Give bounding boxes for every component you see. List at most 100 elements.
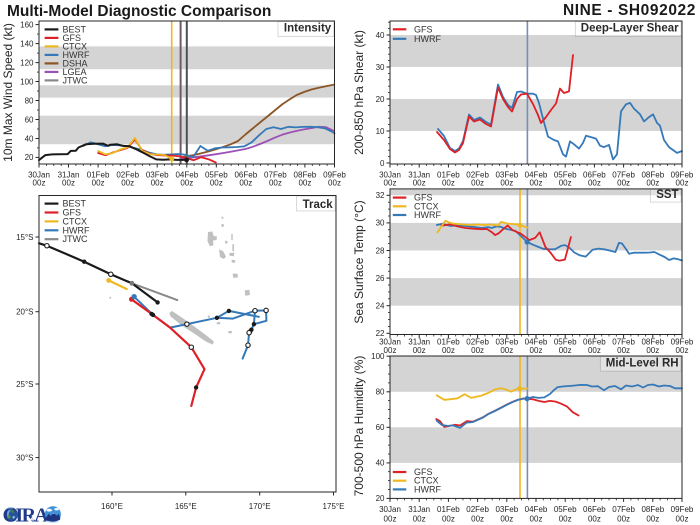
svg-text:80: 80 — [376, 388, 385, 397]
svg-text:05Feb: 05Feb — [554, 170, 577, 179]
svg-text:32: 32 — [376, 191, 385, 200]
svg-text:09Feb: 09Feb — [671, 170, 694, 179]
svg-text:00z: 00z — [559, 514, 572, 523]
svg-text:JTWC: JTWC — [63, 234, 88, 244]
svg-text:60: 60 — [25, 115, 34, 124]
svg-text:00z: 00z — [210, 179, 223, 188]
svg-text:00z: 00z — [33, 179, 46, 188]
svg-text:JTWC: JTWC — [63, 75, 88, 85]
svg-text:03Feb: 03Feb — [146, 170, 169, 179]
svg-text:30Jan: 30Jan — [379, 505, 401, 514]
svg-text:40: 40 — [376, 31, 385, 40]
svg-text:00z: 00z — [413, 514, 426, 523]
svg-text:07Feb: 07Feb — [612, 170, 635, 179]
svg-text:07Feb: 07Feb — [264, 170, 287, 179]
svg-text:120: 120 — [20, 58, 34, 67]
svg-text:HWRF: HWRF — [414, 484, 441, 494]
svg-text:09Feb: 09Feb — [323, 170, 346, 179]
svg-text:20: 20 — [376, 95, 385, 104]
svg-text:100: 100 — [20, 77, 34, 86]
svg-text:00z: 00z — [530, 514, 543, 523]
svg-text:00z: 00z — [298, 179, 311, 188]
svg-text:04Feb: 04Feb — [525, 505, 548, 514]
svg-text:00z: 00z — [676, 514, 689, 523]
svg-text:30Jan: 30Jan — [379, 170, 401, 179]
svg-text:00z: 00z — [617, 514, 630, 523]
svg-text:00z: 00z — [588, 179, 601, 188]
svg-text:00z: 00z — [151, 179, 164, 188]
svg-text:28: 28 — [376, 246, 385, 255]
svg-text:Deep-Layer Shear: Deep-Layer Shear — [581, 22, 679, 34]
svg-text:00z: 00z — [62, 179, 75, 188]
svg-text:00z: 00z — [646, 179, 659, 188]
svg-text:BEST: BEST — [63, 199, 87, 209]
svg-text:00z: 00z — [384, 514, 397, 523]
svg-text:06Feb: 06Feb — [234, 170, 257, 179]
svg-text:00z: 00z — [442, 179, 455, 188]
svg-text:30: 30 — [376, 63, 385, 72]
svg-text:31Jan: 31Jan — [408, 338, 430, 347]
svg-text:02Feb: 02Feb — [466, 338, 489, 347]
svg-text:165°E: 165°E — [175, 502, 197, 511]
svg-text:GFS: GFS — [414, 24, 433, 34]
svg-text:00z: 00z — [646, 514, 659, 523]
svg-text:Multi-Model Diagnostic Compari: Multi-Model Diagnostic Comparison — [7, 3, 271, 20]
svg-text:05Feb: 05Feb — [554, 505, 577, 514]
svg-text:31Jan: 31Jan — [408, 170, 430, 179]
svg-text:04Feb: 04Feb — [525, 338, 548, 347]
svg-text:HWRF: HWRF — [63, 225, 90, 235]
svg-text:30Jan: 30Jan — [28, 170, 50, 179]
svg-text:C: C — [3, 504, 17, 525]
svg-text:CTCX: CTCX — [414, 201, 439, 211]
svg-text:00z: 00z — [500, 179, 513, 188]
svg-text:07Feb: 07Feb — [612, 505, 635, 514]
svg-text:00z: 00z — [530, 346, 543, 355]
svg-text:00z: 00z — [413, 179, 426, 188]
svg-text:00z: 00z — [269, 179, 282, 188]
svg-text:00z: 00z — [384, 179, 397, 188]
svg-text:00z: 00z — [92, 179, 105, 188]
svg-text:NINE - SH092022: NINE - SH092022 — [563, 2, 696, 19]
svg-text:40: 40 — [376, 459, 385, 468]
svg-text:03Feb: 03Feb — [495, 170, 518, 179]
svg-text:200-850 hPa Shear (kt): 200-850 hPa Shear (kt) — [352, 30, 366, 155]
svg-text:15°S: 15°S — [16, 233, 33, 242]
svg-text:160°E: 160°E — [101, 502, 123, 511]
svg-text:00z: 00z — [588, 346, 601, 355]
svg-text:24: 24 — [376, 302, 385, 311]
svg-text:06Feb: 06Feb — [583, 338, 606, 347]
svg-text:08Feb: 08Feb — [641, 338, 664, 347]
svg-text:40: 40 — [25, 134, 34, 143]
svg-text:09Feb: 09Feb — [671, 338, 694, 347]
svg-text:01Feb: 01Feb — [437, 170, 460, 179]
svg-text:60: 60 — [376, 423, 385, 432]
svg-text:00z: 00z — [180, 179, 193, 188]
svg-text:00z: 00z — [384, 346, 397, 355]
svg-text:00z: 00z — [442, 514, 455, 523]
svg-text:CTCX: CTCX — [63, 216, 88, 226]
svg-text:CTCX: CTCX — [414, 476, 439, 486]
svg-text:00z: 00z — [471, 179, 484, 188]
svg-text:00z: 00z — [500, 514, 513, 523]
svg-text:00z: 00z — [121, 179, 134, 188]
svg-text:700-500 hPa Humidity (%): 700-500 hPa Humidity (%) — [352, 356, 366, 497]
svg-text:00z: 00z — [617, 179, 630, 188]
svg-text:LGEA: LGEA — [63, 67, 87, 77]
svg-text:00z: 00z — [239, 179, 252, 188]
svg-text:Mid-Level RH: Mid-Level RH — [606, 357, 679, 369]
svg-text:20: 20 — [25, 153, 34, 162]
svg-text:01Feb: 01Feb — [437, 338, 460, 347]
svg-text:80: 80 — [25, 96, 34, 105]
svg-text:00z: 00z — [442, 346, 455, 355]
svg-text:30: 30 — [376, 219, 385, 228]
svg-text:00z: 00z — [471, 514, 484, 523]
svg-text:05Feb: 05Feb — [554, 338, 577, 347]
svg-text:Sea Surface Temp (°C): Sea Surface Temp (°C) — [352, 200, 366, 323]
svg-text:00z: 00z — [559, 346, 572, 355]
svg-text:00z: 00z — [471, 346, 484, 355]
svg-text:02Feb: 02Feb — [466, 505, 489, 514]
svg-text:26: 26 — [376, 274, 385, 283]
svg-text:175°E: 175°E — [323, 502, 345, 511]
svg-text:HWRF: HWRF — [414, 210, 441, 220]
svg-text:06Feb: 06Feb — [583, 170, 606, 179]
